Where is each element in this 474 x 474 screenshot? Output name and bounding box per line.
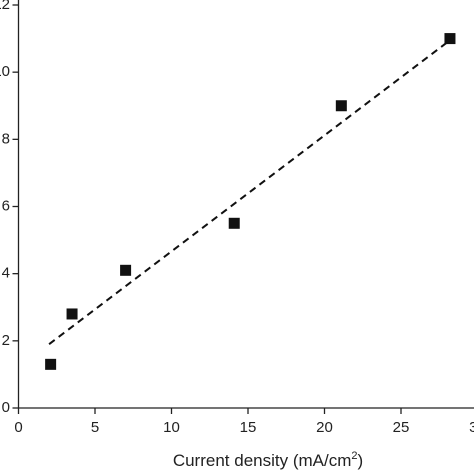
x-tick-label: 15: [240, 419, 257, 436]
fit-line: [48, 39, 451, 345]
y-tick-label: 6: [2, 197, 10, 214]
point: [66, 308, 78, 320]
point: [45, 358, 57, 370]
point: [335, 100, 347, 112]
x-tick-label: 5: [91, 419, 99, 436]
x-tick-label: 25: [393, 419, 410, 436]
y-tick-label: 0: [2, 399, 10, 416]
x-tick-label: 20: [316, 419, 333, 436]
y-tick-label: 12: [0, 0, 10, 13]
y-tick-label: 4: [2, 265, 10, 282]
point: [228, 217, 240, 229]
x-axis-label: Current density (mA/cm2): [173, 450, 363, 471]
x-tick-label: 30: [469, 419, 474, 436]
y-tick-label: 8: [2, 130, 10, 147]
x-tick-label: 0: [14, 419, 22, 436]
point: [444, 33, 456, 45]
point: [120, 264, 132, 276]
y-tick-label: 10: [0, 63, 10, 80]
x-tick-label: 10: [163, 419, 180, 436]
y-tick-label: 2: [2, 332, 10, 349]
